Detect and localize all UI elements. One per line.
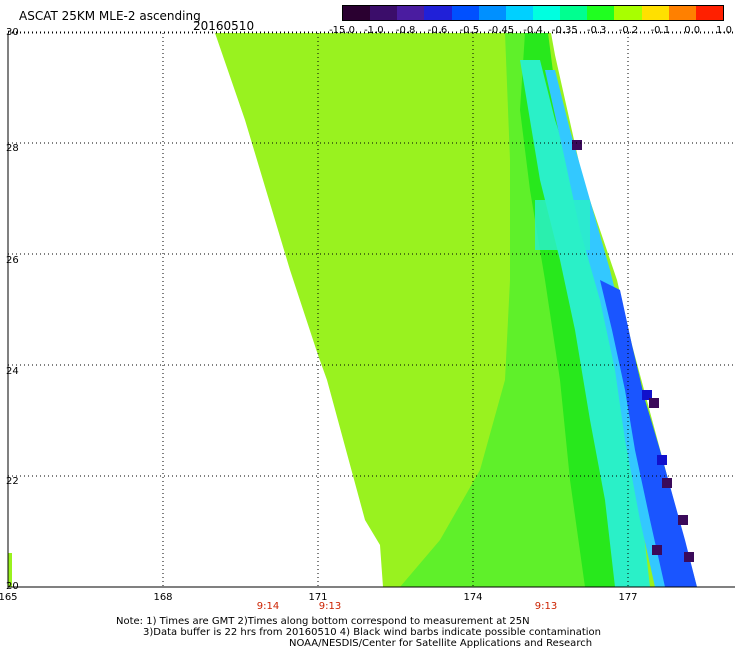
colorbar-labels: -15.0 -1.0 -0.8 -0.6 -0.5 -0.45 -0.4 -0.35 -0.3-… — [329, 25, 732, 37]
lat-label-30: 30 — [6, 27, 19, 38]
lon-label-168: 168 — [153, 592, 173, 603]
swath-fragment — [8, 553, 12, 587]
swath-cyan-band — [520, 60, 650, 587]
colorbar-segment — [668, 6, 696, 20]
time-label-3: 9:13 — [534, 601, 558, 612]
contamination-cell — [684, 552, 694, 562]
note-line-1: Note: 1) Times are GMT 2)Times along bot… — [116, 616, 530, 627]
time-label-2: 9:13 — [318, 601, 342, 612]
contamination-cell — [572, 140, 582, 150]
colorbar-label: 1.0 — [716, 25, 732, 36]
contamination-cell — [657, 455, 667, 465]
colorbar-segment — [424, 6, 452, 20]
colorbar-segment — [695, 6, 723, 20]
map-title: ASCAT 25KM MLE-2 ascending — [19, 9, 201, 23]
contamination-cell — [642, 390, 652, 400]
time-label-1: 9:14 — [256, 601, 280, 612]
colorbar-label: -0.6 — [427, 25, 448, 36]
contamination-cell — [649, 398, 659, 408]
colorbar — [342, 5, 724, 21]
swath-cyan-patch — [535, 200, 590, 250]
colorbar-segment — [641, 6, 669, 20]
colorbar-segment — [397, 6, 425, 20]
contamination-cell — [678, 515, 688, 525]
colorbar-segment — [451, 6, 479, 20]
colorbar-segment — [614, 6, 642, 20]
colorbar-label: -0.4 — [523, 25, 543, 36]
colorbar-label: -15.0 — [329, 25, 355, 36]
note-line-3: NOAA/NESDIS/Center for Satellite Applica… — [289, 638, 593, 649]
colorbar-label: -0.5 — [459, 25, 480, 36]
colorbar-label: -0.8 — [395, 25, 416, 36]
lon-label-177: 177 — [618, 592, 638, 603]
colorbar-segment — [587, 6, 615, 20]
lon-label-165: 165 — [0, 592, 18, 603]
colorbar-label: -0.3 — [586, 25, 607, 36]
colorbar-segment — [343, 6, 371, 20]
swath-blue-edge — [600, 280, 697, 587]
colorbar-label: -0.2 — [618, 25, 639, 36]
map-date: 20160510 — [193, 19, 255, 33]
colorbar-segment — [532, 6, 561, 20]
lat-label-20: 20 — [6, 581, 19, 592]
colorbar-label: -1.0 — [364, 25, 384, 36]
colorbar-segment — [505, 6, 533, 20]
lat-label-24: 24 — [6, 366, 19, 377]
note-line-2: 3)Data buffer is 22 hrs from 20160510 4)… — [143, 627, 601, 638]
contamination-cell — [652, 545, 662, 555]
colorbar-segment — [560, 6, 588, 20]
colorbar-label: 0.0 — [684, 25, 701, 36]
colorbar-label: -0.45 — [488, 25, 515, 36]
lon-label-174: 174 — [463, 592, 483, 603]
colorbar-label: -0.1 — [650, 25, 671, 36]
colorbar-label: -0.35 — [551, 25, 578, 36]
lat-label-22: 22 — [6, 476, 19, 487]
colorbar-segment — [370, 6, 398, 20]
contamination-cell — [662, 478, 672, 488]
colorbar-segment — [478, 6, 506, 20]
lon-label-171: 171 — [308, 592, 328, 603]
lat-label-28: 28 — [6, 143, 19, 154]
lat-label-26: 26 — [6, 255, 19, 266]
